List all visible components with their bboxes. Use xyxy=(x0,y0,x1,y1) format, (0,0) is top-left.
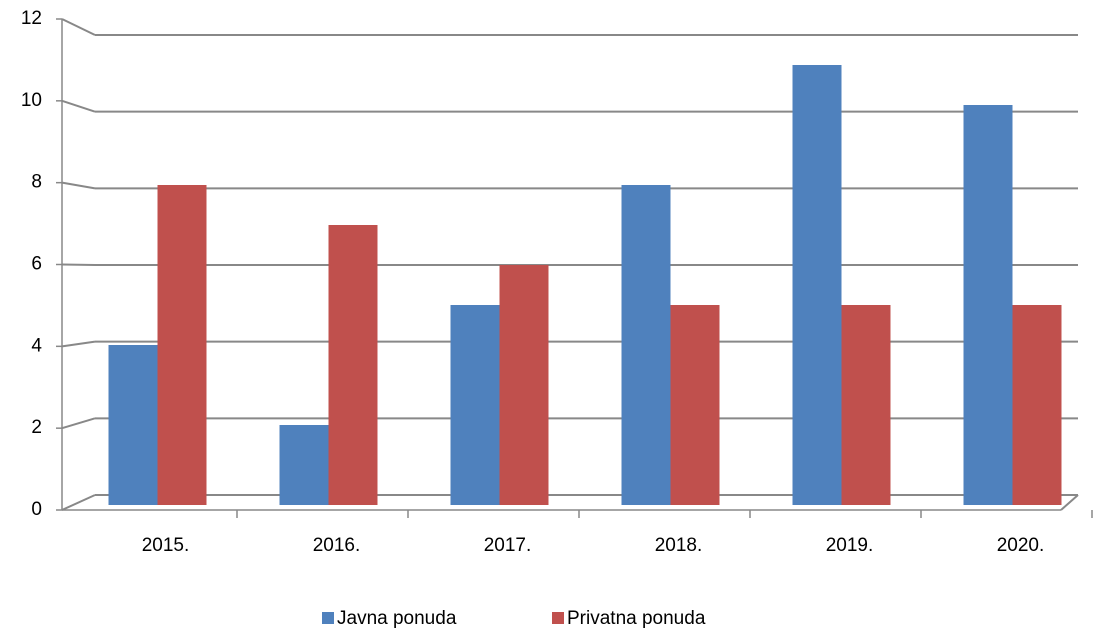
bar xyxy=(1012,305,1062,505)
y-tick-label: 6 xyxy=(31,254,42,275)
x-tick-label: 2017. xyxy=(484,535,532,556)
bar xyxy=(328,225,378,505)
y-tick-label: 8 xyxy=(31,172,42,193)
y-tick-label: 4 xyxy=(31,335,42,356)
bar xyxy=(621,185,671,505)
grid-diagonal xyxy=(61,18,96,36)
floor-edge xyxy=(1060,494,1079,511)
grid-diagonal xyxy=(61,99,96,113)
x-tick-label: 2020. xyxy=(997,535,1045,556)
bar xyxy=(792,65,842,505)
bar xyxy=(841,305,891,505)
grid-diagonal xyxy=(61,494,96,511)
bar xyxy=(157,185,207,505)
bar xyxy=(279,425,329,505)
bar xyxy=(670,305,720,505)
x-tick-label: 2018. xyxy=(655,535,703,556)
grid-diagonal xyxy=(61,181,96,190)
bar xyxy=(499,265,549,505)
y-tick-label: 0 xyxy=(31,499,42,520)
x-tick-label: 2019. xyxy=(826,535,874,556)
grid-diagonal xyxy=(61,263,96,266)
legend-swatch xyxy=(552,612,564,624)
bar xyxy=(108,345,158,505)
legend-label: Javna ponuda xyxy=(337,608,457,629)
x-tick-label: 2015. xyxy=(142,535,190,556)
grid-diagonal xyxy=(61,417,96,430)
legend-swatch xyxy=(322,612,334,624)
x-tick-label: 2016. xyxy=(313,535,361,556)
bar xyxy=(963,105,1013,505)
y-tick-label: 10 xyxy=(21,90,42,111)
y-tick-label: 12 xyxy=(21,8,42,29)
bar xyxy=(450,305,500,505)
legend-label: Privatna ponuda xyxy=(567,608,706,629)
y-tick-label: 2 xyxy=(31,417,42,438)
grid-diagonal xyxy=(61,340,96,348)
